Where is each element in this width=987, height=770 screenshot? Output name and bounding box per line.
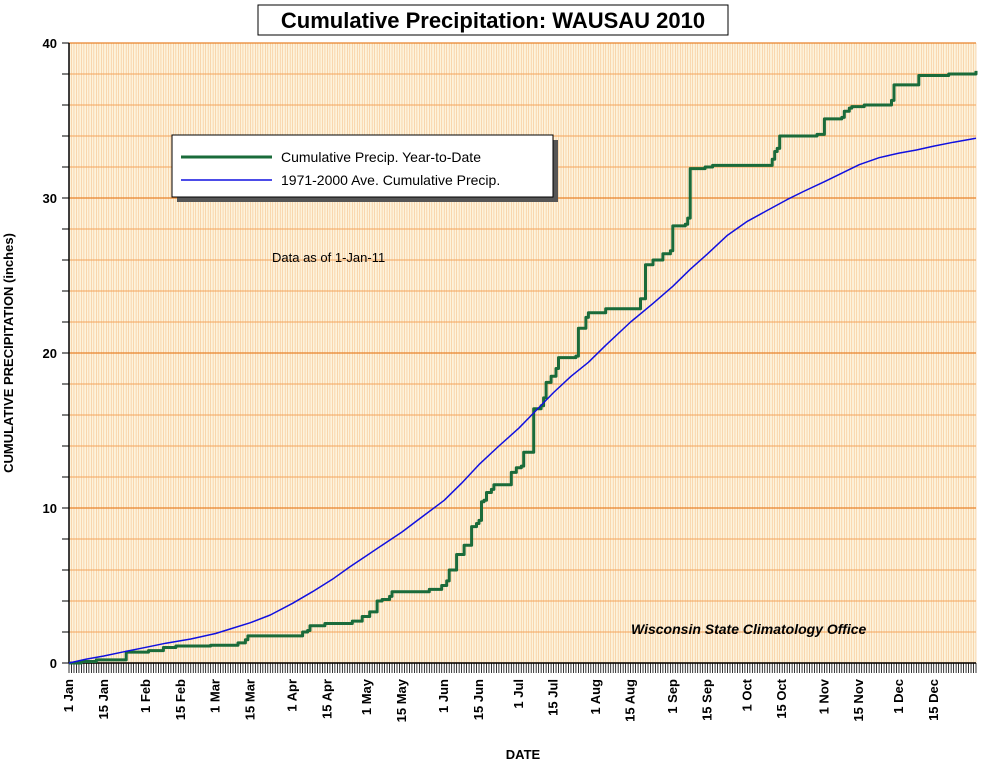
x-tick-label: 15 Aug	[623, 679, 638, 722]
x-tick-label: 15 Sep	[700, 679, 715, 721]
y-tick-label: 30	[43, 191, 57, 206]
x-tick-label: 15 Jul	[546, 679, 561, 716]
x-tick-label: 15 May	[394, 678, 409, 722]
legend-label-average: 1971-2000 Ave. Cumulative Precip.	[281, 172, 500, 188]
x-tick-label: 1 Mar	[208, 679, 223, 713]
x-tick-label: 1 Feb	[138, 679, 153, 713]
y-axis-label: CUMULATIVE PRECIPITATION (inches)	[1, 233, 16, 473]
axis-layer: 0 10 20 30 40 1 Jan 15 Jan 1 Feb 15 Feb 1 Mar 15 M…	[43, 36, 977, 722]
x-tick-label: 15 Jan	[96, 679, 111, 720]
x-tick-label: 15 Feb	[173, 679, 188, 720]
x-axis-label: DATE	[506, 747, 541, 762]
x-tick-label: 1 Aug	[588, 679, 603, 715]
annotation-source: Wisconsin State Climatology Office	[631, 621, 867, 637]
x-tick-label: 15 Dec	[926, 679, 941, 721]
annotation-data-date: Data as of 1-Jan-11	[272, 250, 385, 265]
x-tick-label: 1 Jan	[61, 679, 76, 712]
y-tick-label: 20	[43, 346, 57, 361]
x-tick-label: 15 Mar	[242, 679, 257, 720]
series-line-ytd	[69, 70, 978, 665]
x-tick-label: 1 Sep	[665, 679, 680, 714]
title-box	[257, 4, 729, 36]
series-line-average	[68, 137, 977, 664]
x-tick-label: 1 Apr	[285, 679, 300, 712]
x-tick-label: 1 Oct	[739, 678, 754, 711]
x-tick-label: 15 Jun	[471, 679, 486, 720]
x-tick-label: 1 Dec	[891, 679, 906, 714]
y-tick-label: 0	[50, 656, 57, 671]
chart-title: Cumulative Precipitation: WAUSAU 2010	[281, 8, 705, 33]
x-tick-label: 15 Oct	[774, 678, 789, 718]
x-tick-label: 1 Jun	[436, 679, 451, 713]
legend: Cumulative Precip. Year-to-Date 1971-200…	[171, 134, 558, 202]
x-tick-label: 15 Apr	[319, 679, 334, 719]
x-tick-label: 1 Jul	[511, 679, 526, 709]
x-tick-label: 1 Nov	[816, 678, 831, 714]
y-tick-label: 10	[43, 501, 57, 516]
x-tick-label: 15 Nov	[851, 678, 866, 721]
x-tick-label: 1 May	[359, 678, 374, 715]
legend-label-ytd: Cumulative Precip. Year-to-Date	[281, 149, 481, 165]
series-layer	[68, 70, 978, 665]
y-tick-label: 40	[43, 36, 57, 51]
legend-box	[171, 134, 554, 198]
